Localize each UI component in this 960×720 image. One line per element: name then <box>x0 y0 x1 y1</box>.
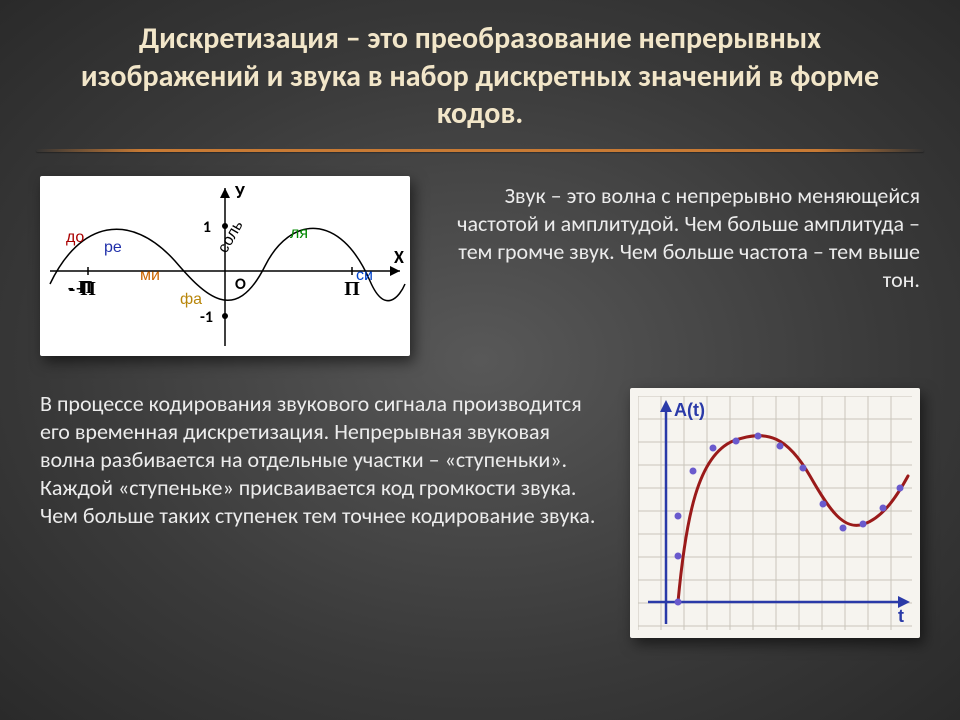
svg-text:1: 1 <box>203 218 211 237</box>
svg-text:O: O <box>235 275 246 294</box>
svg-text:X: X <box>394 246 404 268</box>
svg-text:си: си <box>356 267 373 284</box>
chart-sampling: A(t) t <box>630 388 920 638</box>
svg-text:ми: ми <box>140 267 160 284</box>
svg-text:У: У <box>234 181 245 203</box>
paragraph-sound-definition: Звук – это волна с непрерывно меняющейся… <box>434 176 920 295</box>
svg-text:фа: фа <box>180 291 202 308</box>
sine-chart-svg: - П-П-П1-1OXУдоремифасольляси <box>40 176 410 356</box>
svg-text:до: до <box>66 229 84 246</box>
svg-text:ля: ля <box>290 225 308 242</box>
svg-text:П: П <box>80 278 96 300</box>
page-title: Дискретизация – это преобразование непре… <box>60 20 900 133</box>
svg-text:-1: -1 <box>200 308 213 327</box>
paragraph-sampling: В процессе кодирования звукового сигнала… <box>40 388 606 531</box>
svg-text:t: t <box>898 606 904 626</box>
sampling-chart-svg: A(t) t <box>638 396 912 630</box>
svg-text:ре: ре <box>104 239 122 256</box>
svg-text:A(t): A(t) <box>674 400 705 420</box>
svg-text:соль: соль <box>215 217 247 255</box>
svg-text:-: - <box>69 278 76 300</box>
chart-sine-notes: - П-П-П1-1OXУдоремифасольляси <box>40 176 410 356</box>
